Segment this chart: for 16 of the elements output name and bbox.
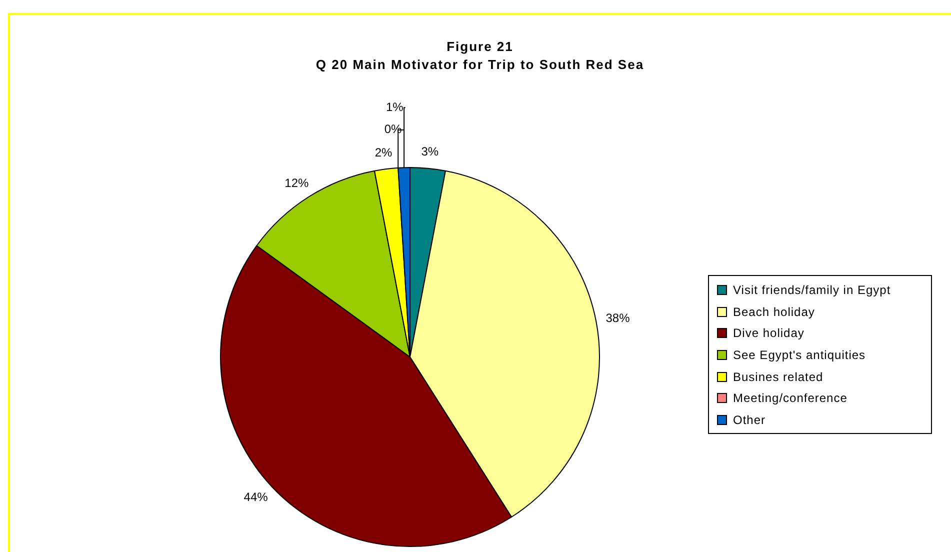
legend-label: Dive holiday	[733, 326, 804, 340]
chart-subtitle: Q 20 Main Motivator for Trip to South Red Sea	[314, 56, 646, 74]
legend-label: Meeting/conference	[733, 391, 848, 406]
data-label: 38%	[606, 310, 630, 325]
legend-label: Busines related	[733, 370, 824, 384]
data-label: 3%	[421, 144, 439, 159]
data-label: 1%	[386, 100, 404, 114]
chart-title: Figure 21	[446, 38, 514, 56]
data-label: 2%	[374, 145, 392, 160]
legend-label: Beach holiday	[733, 304, 815, 319]
data-label: 44%	[244, 490, 268, 504]
legend-label: Visit friends/family in Egypt	[733, 282, 891, 297]
legend-label: See Egypt's antiquities	[733, 348, 866, 362]
data-label: 12%	[284, 176, 310, 190]
legend-label: Other	[733, 412, 766, 427]
text: 0%	[384, 122, 402, 136]
